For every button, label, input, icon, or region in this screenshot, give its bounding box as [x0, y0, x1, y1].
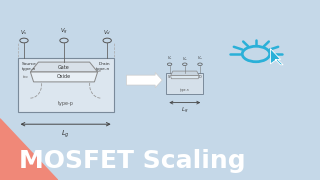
Text: $L_g$: $L_g$ — [181, 106, 188, 116]
FancyArrow shape — [126, 73, 162, 88]
Polygon shape — [0, 119, 58, 180]
Polygon shape — [30, 62, 98, 72]
Text: D: D — [199, 75, 202, 79]
Text: type-n: type-n — [180, 88, 190, 92]
Bar — [166, 73, 203, 94]
Text: $V_s$: $V_s$ — [167, 55, 172, 62]
Text: $V_s$: $V_s$ — [20, 29, 28, 37]
Polygon shape — [270, 49, 283, 65]
Text: $t_{ox}$: $t_{ox}$ — [22, 73, 29, 81]
Text: $V_g$: $V_g$ — [60, 27, 68, 37]
Text: $L_g$: $L_g$ — [61, 129, 70, 140]
Text: Gate: Gate — [58, 65, 70, 69]
Text: Oxide: Oxide — [57, 75, 71, 79]
Text: $V_d$: $V_d$ — [103, 29, 111, 37]
Text: Drain
type-n: Drain type-n — [95, 62, 110, 71]
Polygon shape — [30, 72, 98, 82]
Text: Source
type-n: Source type-n — [21, 62, 36, 71]
Text: MOSFET Scaling: MOSFET Scaling — [19, 149, 246, 173]
Text: $V_g$: $V_g$ — [182, 56, 188, 62]
Text: S: S — [168, 75, 170, 79]
Polygon shape — [171, 76, 199, 79]
Bar — [18, 58, 114, 112]
Text: type-p: type-p — [58, 101, 74, 106]
Text: $V_d$: $V_d$ — [197, 55, 203, 62]
Polygon shape — [171, 71, 199, 76]
